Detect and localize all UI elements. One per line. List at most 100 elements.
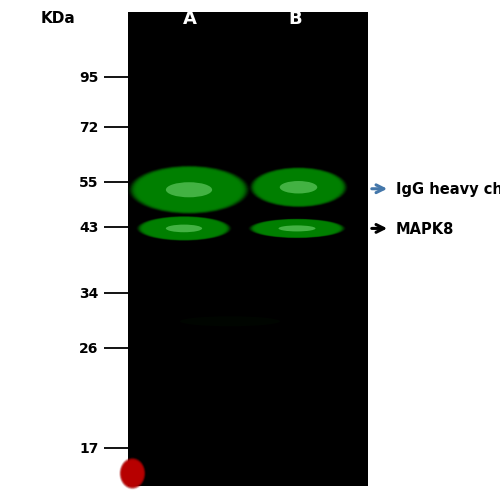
Ellipse shape <box>248 219 346 239</box>
Ellipse shape <box>250 219 344 238</box>
Ellipse shape <box>252 220 342 238</box>
Ellipse shape <box>120 458 146 489</box>
Ellipse shape <box>144 218 224 239</box>
Text: KDa: KDa <box>40 11 75 26</box>
Ellipse shape <box>144 218 224 239</box>
Ellipse shape <box>251 219 343 238</box>
Ellipse shape <box>145 219 223 239</box>
Ellipse shape <box>140 217 228 240</box>
Ellipse shape <box>137 216 231 241</box>
Ellipse shape <box>253 169 344 207</box>
Ellipse shape <box>166 183 212 198</box>
Ellipse shape <box>252 168 345 207</box>
Ellipse shape <box>139 217 229 241</box>
Ellipse shape <box>256 170 340 205</box>
Ellipse shape <box>138 217 230 241</box>
Ellipse shape <box>120 458 145 488</box>
Ellipse shape <box>140 171 237 210</box>
Ellipse shape <box>142 218 226 240</box>
Ellipse shape <box>121 459 144 487</box>
Ellipse shape <box>260 221 334 236</box>
Ellipse shape <box>138 170 239 211</box>
Ellipse shape <box>140 217 228 240</box>
Ellipse shape <box>142 218 226 240</box>
Ellipse shape <box>132 167 246 214</box>
Ellipse shape <box>148 219 220 238</box>
Ellipse shape <box>146 219 222 239</box>
Ellipse shape <box>136 216 232 241</box>
Ellipse shape <box>256 220 338 237</box>
Ellipse shape <box>120 459 144 488</box>
Text: A: A <box>183 10 197 28</box>
Ellipse shape <box>119 457 146 489</box>
Ellipse shape <box>251 168 346 207</box>
Ellipse shape <box>146 219 222 239</box>
Ellipse shape <box>142 171 236 209</box>
Ellipse shape <box>259 171 338 204</box>
Ellipse shape <box>255 170 342 206</box>
Ellipse shape <box>250 219 344 238</box>
Ellipse shape <box>249 167 348 208</box>
Ellipse shape <box>136 169 242 212</box>
Text: 26: 26 <box>79 341 98 355</box>
Ellipse shape <box>254 170 342 206</box>
Ellipse shape <box>249 219 345 238</box>
Ellipse shape <box>141 217 227 240</box>
Ellipse shape <box>128 166 250 215</box>
Ellipse shape <box>260 172 336 204</box>
Ellipse shape <box>257 221 337 237</box>
Ellipse shape <box>136 169 242 212</box>
Ellipse shape <box>130 167 248 214</box>
Ellipse shape <box>254 220 340 238</box>
Ellipse shape <box>258 221 336 237</box>
Ellipse shape <box>252 220 342 238</box>
Ellipse shape <box>147 219 221 238</box>
Ellipse shape <box>130 166 248 214</box>
Text: 17: 17 <box>79 441 98 455</box>
Ellipse shape <box>258 221 336 237</box>
Ellipse shape <box>140 170 238 210</box>
Ellipse shape <box>260 221 334 236</box>
Text: 43: 43 <box>79 221 98 235</box>
Ellipse shape <box>253 220 341 238</box>
Ellipse shape <box>254 220 340 237</box>
Ellipse shape <box>141 171 237 210</box>
Ellipse shape <box>250 168 347 208</box>
Text: 34: 34 <box>79 286 98 300</box>
Ellipse shape <box>166 225 202 233</box>
Ellipse shape <box>260 172 338 204</box>
Ellipse shape <box>137 169 241 211</box>
Ellipse shape <box>258 171 340 205</box>
Ellipse shape <box>256 220 338 237</box>
Ellipse shape <box>122 460 144 486</box>
Ellipse shape <box>254 169 343 206</box>
Ellipse shape <box>180 317 280 327</box>
Ellipse shape <box>142 218 226 240</box>
Ellipse shape <box>255 220 339 237</box>
Ellipse shape <box>280 182 318 194</box>
Text: 95: 95 <box>79 71 98 85</box>
Bar <box>128 13 368 486</box>
Ellipse shape <box>138 170 240 211</box>
Ellipse shape <box>143 171 236 209</box>
Ellipse shape <box>129 166 249 215</box>
Text: 72: 72 <box>79 121 98 135</box>
Ellipse shape <box>122 461 142 485</box>
Text: MAPK8: MAPK8 <box>396 221 454 236</box>
Text: IgG heavy chain: IgG heavy chain <box>396 182 500 197</box>
Ellipse shape <box>261 172 336 203</box>
Ellipse shape <box>134 168 244 213</box>
Text: 55: 55 <box>79 176 98 190</box>
Ellipse shape <box>258 221 336 237</box>
Ellipse shape <box>134 168 244 212</box>
Ellipse shape <box>257 171 340 205</box>
Ellipse shape <box>278 226 316 232</box>
Ellipse shape <box>252 169 344 207</box>
Ellipse shape <box>256 170 341 205</box>
Ellipse shape <box>144 218 224 239</box>
Text: B: B <box>288 10 302 28</box>
Ellipse shape <box>132 167 246 213</box>
Ellipse shape <box>122 461 143 486</box>
Ellipse shape <box>133 168 245 213</box>
Ellipse shape <box>258 171 338 204</box>
